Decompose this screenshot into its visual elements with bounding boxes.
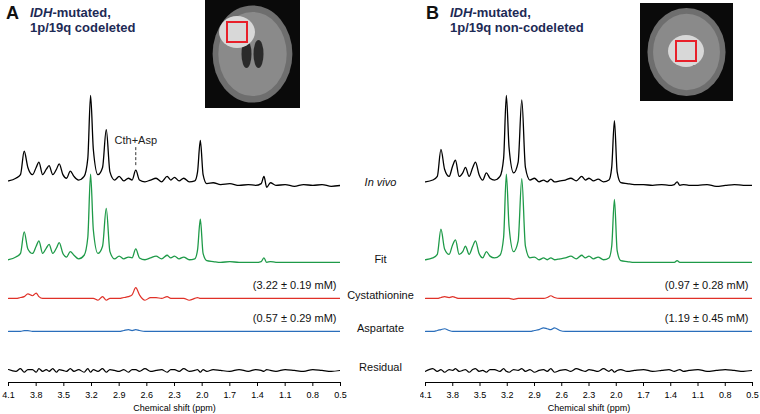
html-text:B: B [426, 3, 439, 23]
svg-text:4.1: 4.1 [420, 390, 432, 400]
svg-text:Chemical shift (ppm): Chemical shift (ppm) [133, 403, 216, 413]
svg-text:Cystathionine: Cystathionine [347, 289, 414, 301]
svg-text:0.8: 0.8 [307, 390, 320, 400]
html-text:IDH -mutated,: IDH -mutated, [450, 5, 531, 20]
svg-text:1.1: 1.1 [279, 390, 292, 400]
svg-text:2.6: 2.6 [555, 390, 568, 400]
svg-text:1.7: 1.7 [637, 390, 650, 400]
svg-text:2.3: 2.3 [583, 390, 596, 400]
svg-text:4.1: 4.1 [2, 390, 15, 400]
svg-text:3.2: 3.2 [501, 390, 514, 400]
svg-text:Chemical shift (ppm): Chemical shift (ppm) [548, 403, 631, 413]
html-text:A: A [6, 3, 19, 23]
svg-text:0.8: 0.8 [719, 390, 732, 400]
html-text:1p/19q non-codeleted: 1p/19q non-codeleted [450, 20, 584, 35]
svg-text:(1.19 ± 0.45 mM): (1.19 ± 0.45 mM) [665, 312, 749, 324]
html-text:IDH -mutated,: IDH -mutated, [30, 5, 111, 20]
svg-text:1.4: 1.4 [664, 390, 677, 400]
svg-text:In vivo: In vivo [365, 176, 397, 188]
svg-text:2.9: 2.9 [528, 390, 541, 400]
svg-text:(0.57 ± 0.29 mM): (0.57 ± 0.29 mM) [253, 312, 337, 324]
svg-text:2.9: 2.9 [113, 390, 126, 400]
html-text:1p/19q codeleted: 1p/19q codeleted [30, 20, 136, 35]
svg-text:Residual: Residual [359, 361, 402, 373]
svg-text:2.3: 2.3 [168, 390, 181, 400]
svg-text:1.1: 1.1 [692, 390, 705, 400]
svg-text:Cth+Asp: Cth+Asp [115, 134, 158, 146]
svg-text:3.2: 3.2 [85, 390, 98, 400]
svg-text:3.8: 3.8 [30, 390, 43, 400]
svg-text:(0.97 ± 0.28 mM): (0.97 ± 0.28 mM) [665, 279, 749, 291]
svg-text:Fit: Fit [374, 253, 386, 265]
svg-text:2.6: 2.6 [141, 390, 154, 400]
svg-text:3.8: 3.8 [446, 390, 459, 400]
svg-text:0.5: 0.5 [334, 390, 347, 400]
svg-text:3.5: 3.5 [58, 390, 71, 400]
svg-text:Aspartate: Aspartate [357, 322, 404, 334]
svg-text:1.7: 1.7 [224, 390, 237, 400]
svg-text:3.5: 3.5 [474, 390, 487, 400]
svg-text:1.4: 1.4 [251, 390, 264, 400]
svg-text:2.0: 2.0 [610, 390, 623, 400]
svg-text:2.0: 2.0 [196, 390, 209, 400]
svg-text:(3.22 ± 0.19 mM): (3.22 ± 0.19 mM) [253, 279, 337, 291]
svg-text:0.5: 0.5 [746, 390, 759, 400]
